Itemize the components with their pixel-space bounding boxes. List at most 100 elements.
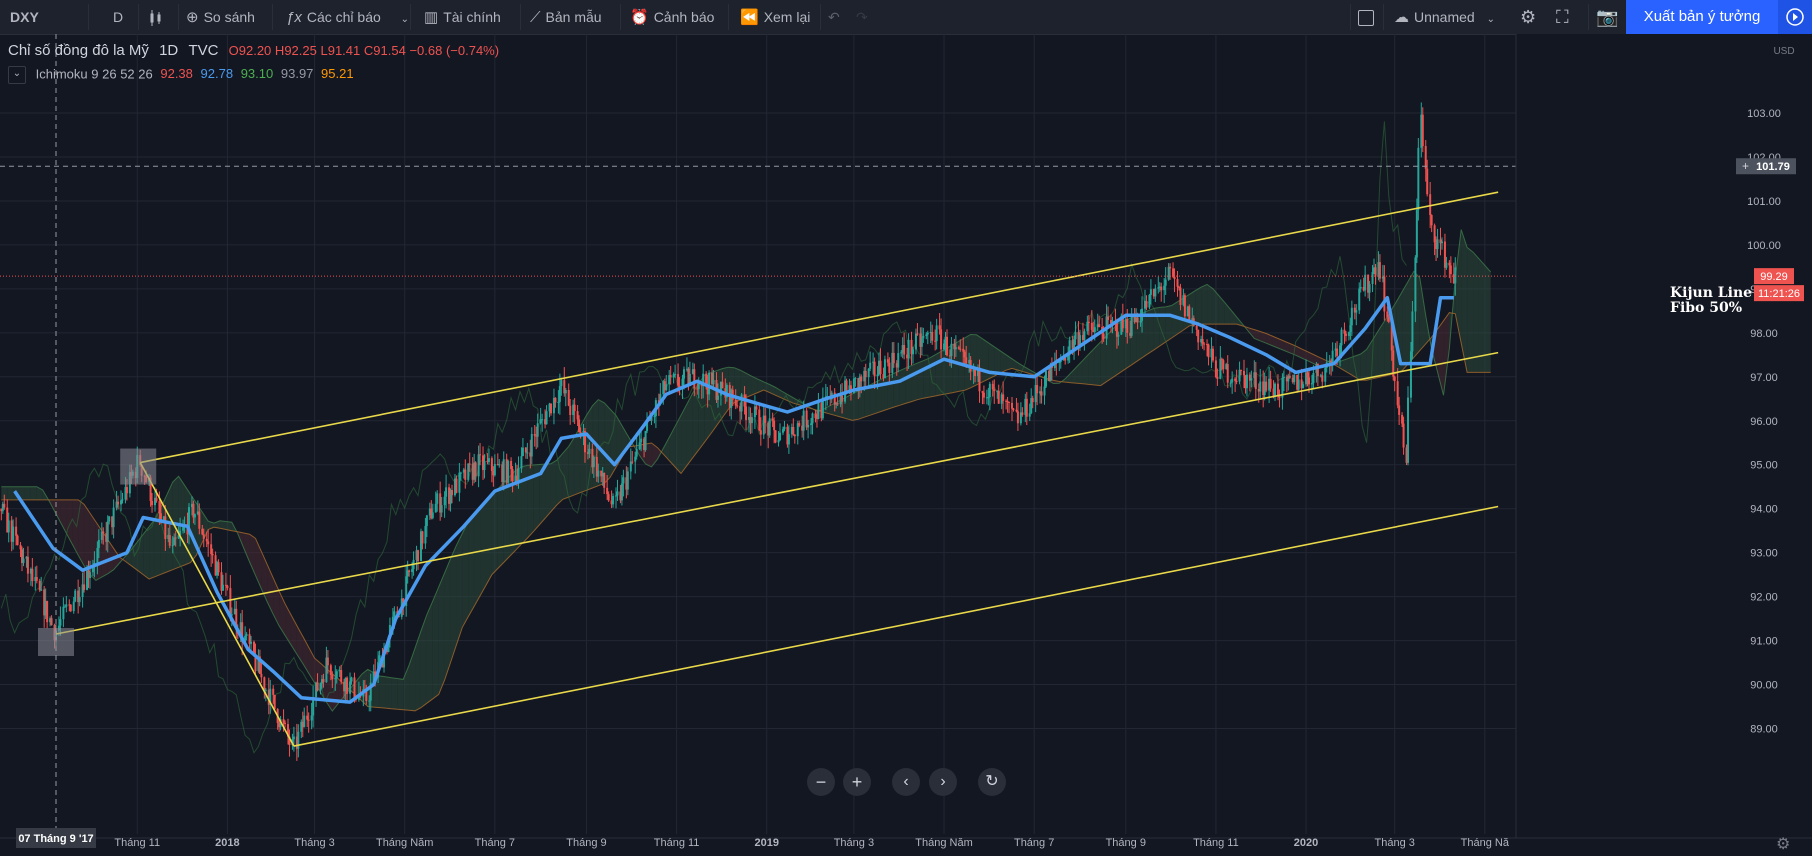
candle-body [678,385,681,388]
candle-body [1330,360,1333,365]
candle-body [1343,329,1346,334]
candle-body [535,435,538,437]
indicator-name[interactable]: Ichimoku [35,66,88,82]
candle-body [781,429,784,433]
candle-body [1316,363,1319,377]
candle-body [586,452,589,454]
candles-icon [150,10,161,27]
candle-body [883,359,886,378]
candle-body [264,689,267,691]
cloud-segment [1000,350,1007,374]
candle-body [1244,375,1247,389]
cloud-segment [763,381,770,393]
candle-body [663,381,666,391]
symbol-button[interactable]: DXY [10,9,39,25]
candle-body [1407,397,1409,463]
candle-body [1039,391,1042,394]
candle-body [196,511,199,515]
candle-body [312,696,315,716]
price-chart[interactable]: USD103.00102.00101.00100.0099.0098.0097.… [0,34,1812,856]
candle-body [288,736,291,746]
gear-icon[interactable]: ⚙ [1520,7,1537,27]
compare-button[interactable]: ⊕ So sánh [186,0,255,34]
candle-body [315,682,318,697]
candle-body [1163,285,1166,291]
candle-body [450,490,453,496]
candle-body [1245,374,1248,389]
candle-body [168,535,171,546]
candle-body [820,403,823,419]
zoom-in-button[interactable]: + [843,768,871,796]
candle-body [711,372,714,385]
zoom-out-button[interactable]: − [807,768,835,796]
candle-body [87,570,90,579]
candle-body [174,537,177,539]
candle-body [1143,301,1146,309]
scroll-right-button[interactable]: › [929,768,957,796]
cloud-segment [545,463,551,519]
candle-body [1371,272,1374,284]
cloud-segment [290,614,297,655]
candle-body [284,722,287,725]
cloud-segment [746,373,752,398]
candle-body [734,399,737,406]
candle-body [1381,276,1384,279]
candle-body [563,380,566,394]
candle-body [878,360,881,375]
candle-body [1028,413,1031,417]
candle-body [6,507,9,533]
candle-body [948,355,951,357]
crosshair-date-value: 07 Tháng 9 '17 [18,833,93,845]
replay-button[interactable]: ⏪ Xem lại [740,0,810,34]
chart-style-button[interactable] [148,0,164,34]
chart-grid [0,34,1516,834]
candle-body [793,434,796,437]
camera-icon[interactable]: 📷 [1596,7,1619,27]
redo-icon[interactable]: ↷ [856,9,868,25]
candle-body [764,415,767,423]
indicators-button[interactable]: ƒx Các chỉ báo ⌄ [286,0,409,34]
layout-name-button[interactable]: ☁ Unnamed ⌄ [1394,0,1495,34]
cloud-segment [893,370,900,408]
candle-body [564,390,567,394]
chevron-down-icon[interactable]: ⌄ [8,66,26,84]
candle-body [1044,371,1047,387]
kijun-annotation[interactable]: Kijun Line Fibo 50% [1670,286,1752,316]
play-button[interactable] [1778,0,1812,34]
financials-button[interactable]: ▥ Tài chính [424,0,501,34]
candle-body [201,528,204,535]
candle-body [1350,307,1353,326]
candle-body [338,670,341,672]
undo-icon[interactable]: ↶ [828,9,840,25]
interval-button[interactable]: D [113,9,124,25]
cloud-segment [681,404,687,474]
candle-body [815,418,818,420]
alerts-button[interactable]: ⏰ Cảnh báo [630,0,714,34]
bar-chart-icon: ▥ [424,9,439,26]
reset-chart-button[interactable]: ↻ [978,768,1006,796]
candle-body [233,608,236,615]
candle-body [635,449,638,457]
templates-button[interactable]: ⟋ Bản mẫu [530,0,602,34]
candle-body [278,722,281,728]
function-icon: ƒx [286,9,302,26]
layout-square-icon[interactable] [1358,0,1374,34]
gear-icon[interactable]: ⚙ [1776,836,1791,853]
cloud-segment [385,676,392,709]
candle-body [96,547,99,563]
candle-body [214,555,217,576]
cloud-segment [66,499,73,545]
candle-body [297,731,300,749]
candle-body [697,383,700,390]
publish-idea-button[interactable]: Xuất bản ý tưởng [1626,0,1778,34]
candle-body [7,520,10,533]
time-axis-label: Tháng Năm [915,837,972,849]
fullscreen-icon[interactable]: ⛶ [1556,7,1569,27]
candle-body [712,379,715,385]
candle-body [1188,306,1191,321]
candle-body [1306,372,1309,378]
candle-body [473,462,476,480]
candle-body [1110,320,1113,324]
scroll-left-button[interactable]: ‹ [892,768,920,796]
candle-body [940,329,943,350]
